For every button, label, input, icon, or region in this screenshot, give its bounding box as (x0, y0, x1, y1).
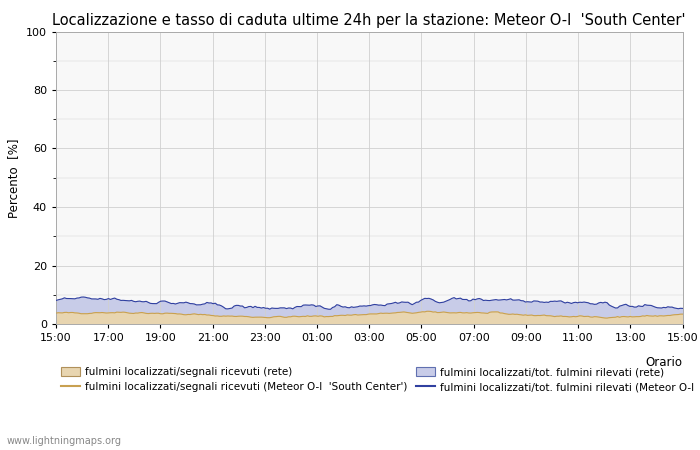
Y-axis label: Percento  [%]: Percento [%] (8, 138, 20, 217)
Text: Orario: Orario (645, 356, 682, 369)
Text: www.lightningmaps.org: www.lightningmaps.org (7, 436, 122, 446)
Title: Localizzazione e tasso di caduta ultime 24h per la stazione: Meteor O-I  'South : Localizzazione e tasso di caduta ultime … (52, 13, 686, 27)
Legend: fulmini localizzati/segnali ricevuti (rete), fulmini localizzati/segnali ricevut: fulmini localizzati/segnali ricevuti (re… (61, 367, 700, 392)
